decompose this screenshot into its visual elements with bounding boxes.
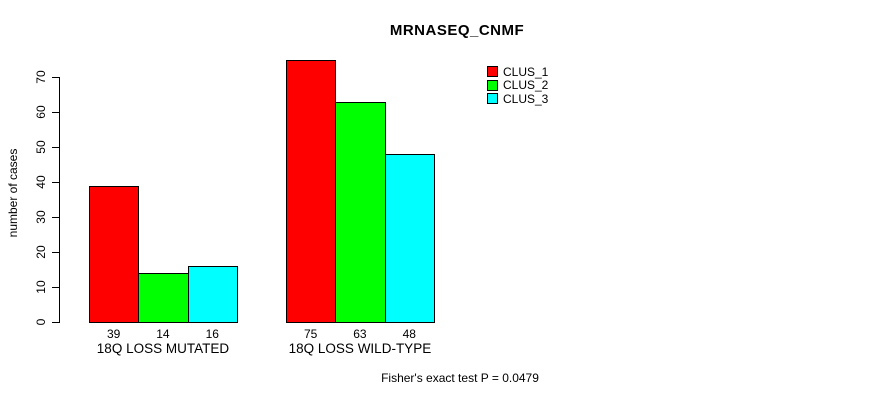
chart-title: MRNASEQ_CNMF [389, 22, 525, 39]
y-tick-label: 10 [34, 280, 48, 294]
y-tick-mark [52, 76, 59, 78]
bar [335, 101, 386, 323]
bar-value-label: 39 [106, 327, 121, 341]
y-tick-label: 50 [34, 140, 48, 154]
x-axis-category-label: 18Q LOSS MUTATED [96, 341, 230, 356]
bar [187, 266, 238, 323]
y-tick-mark [52, 321, 59, 323]
bar [384, 154, 435, 323]
annotation-text: Fisher's exact test P = 0.0479 [381, 371, 539, 385]
x-axis-category-label: 18Q LOSS WILD-TYPE [288, 341, 432, 356]
legend-label: CLUS_3 [503, 91, 549, 106]
legend-item: CLUS_2 [487, 79, 548, 93]
legend-item: CLUS_1 [487, 65, 548, 79]
legend-item: CLUS_3 [487, 92, 548, 106]
legend-color-swatch [487, 93, 498, 105]
y-tick-mark [52, 216, 59, 218]
y-tick-mark [52, 111, 59, 113]
y-axis-label: number of cases [6, 148, 20, 238]
bar-value-label: 75 [303, 327, 318, 341]
y-tick-mark [52, 146, 59, 148]
y-tick-mark [52, 181, 59, 183]
y-tick-label: 60 [34, 105, 48, 119]
y-tick-label: 30 [34, 210, 48, 224]
legend-color-swatch [487, 79, 498, 91]
y-axis-line [59, 77, 60, 323]
y-tick-label: 40 [34, 175, 48, 189]
bar-value-label: 63 [353, 327, 367, 341]
bar [286, 59, 337, 323]
y-tick-label: 70 [34, 70, 48, 84]
y-tick-label: 20 [34, 245, 48, 259]
legend-label: CLUS_2 [503, 78, 549, 93]
bar [138, 273, 189, 323]
y-tick-label: 0 [34, 318, 48, 326]
legend-color-swatch [487, 66, 498, 78]
legend-label: CLUS_1 [503, 64, 549, 79]
y-tick-mark [52, 286, 59, 288]
y-tick-mark [52, 251, 59, 253]
bar [89, 185, 140, 323]
legend: CLUS_1 CLUS_2 CLUS_3 [487, 65, 548, 106]
bar-value-label: 16 [205, 327, 219, 341]
bar-value-label: 48 [402, 327, 416, 341]
bar-value-label: 14 [156, 327, 170, 341]
